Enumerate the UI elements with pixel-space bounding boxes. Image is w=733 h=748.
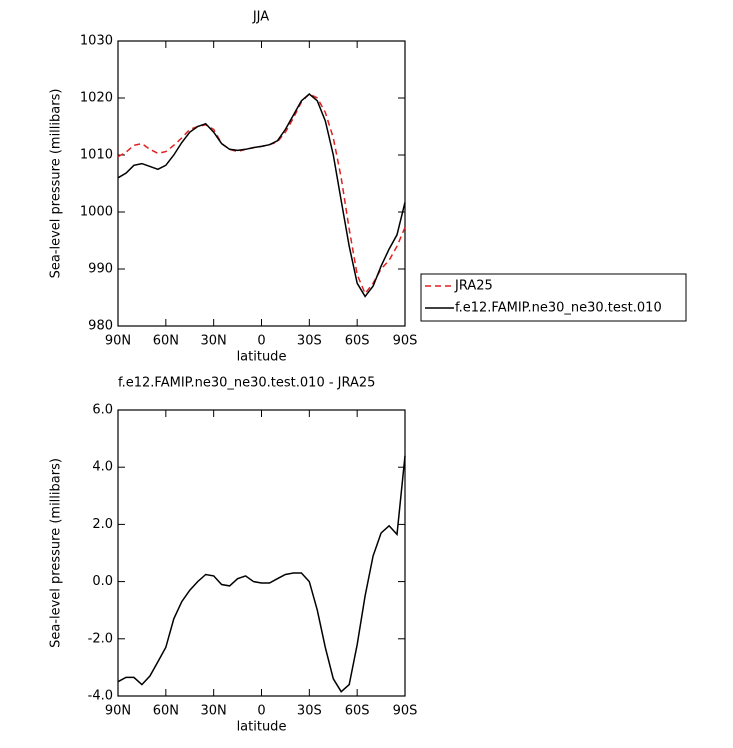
x-tick-label: 60S: [345, 704, 370, 719]
y-tick-label: 6.0: [92, 403, 113, 418]
y-tick-label: 1000: [80, 205, 113, 220]
x-axis-label: latitude: [237, 720, 287, 735]
chart-title: JJA: [252, 10, 269, 25]
legend-box: [420, 273, 687, 322]
y-tick-label: 4.0: [92, 460, 113, 475]
y-tick-label: 990: [88, 262, 113, 277]
y-tick-label: 1010: [80, 148, 113, 163]
x-tick-label: 90S: [393, 704, 418, 719]
y-axis-label: Sea-level pressure (millibars): [49, 458, 64, 648]
x-tick-label: 60N: [153, 704, 179, 719]
chart-title: f.e12.FAMIP.ne30_ne30.test.010 - JRA25: [118, 376, 375, 391]
x-tick-label: 60N: [153, 334, 179, 349]
series-line: [117, 93, 406, 298]
y-tick-label: 2.0: [92, 517, 113, 532]
x-tick-label: 0: [257, 334, 265, 349]
y-tick-label: 1030: [80, 34, 113, 49]
x-tick-label: 0: [257, 704, 265, 719]
legend-label: f.e12.FAMIP.ne30_ne30.test.010: [455, 301, 662, 316]
y-tick-label: -4.0: [88, 689, 113, 704]
y-tick-label: 1020: [80, 91, 113, 106]
y-tick-label: 980: [88, 319, 113, 334]
plot-frame: [117, 40, 406, 327]
x-tick-label: 60S: [345, 334, 370, 349]
series-line: [117, 455, 406, 693]
x-tick-label: 90N: [105, 704, 131, 719]
series-line: [117, 93, 406, 295]
x-tick-label: 30N: [201, 704, 227, 719]
x-tick-label: 30S: [297, 704, 322, 719]
x-axis-label: latitude: [237, 350, 287, 365]
y-tick-label: -2.0: [88, 631, 113, 646]
x-tick-label: 30N: [201, 334, 227, 349]
y-tick-label: 0.0: [92, 574, 113, 589]
legend-label: JRA25: [454, 279, 493, 294]
y-axis-label: Sea-level pressure (millibars): [49, 89, 64, 279]
x-tick-label: 30S: [297, 334, 322, 349]
plot-frame: [117, 409, 406, 697]
x-tick-label: 90N: [105, 334, 131, 349]
x-tick-label: 90S: [393, 334, 418, 349]
